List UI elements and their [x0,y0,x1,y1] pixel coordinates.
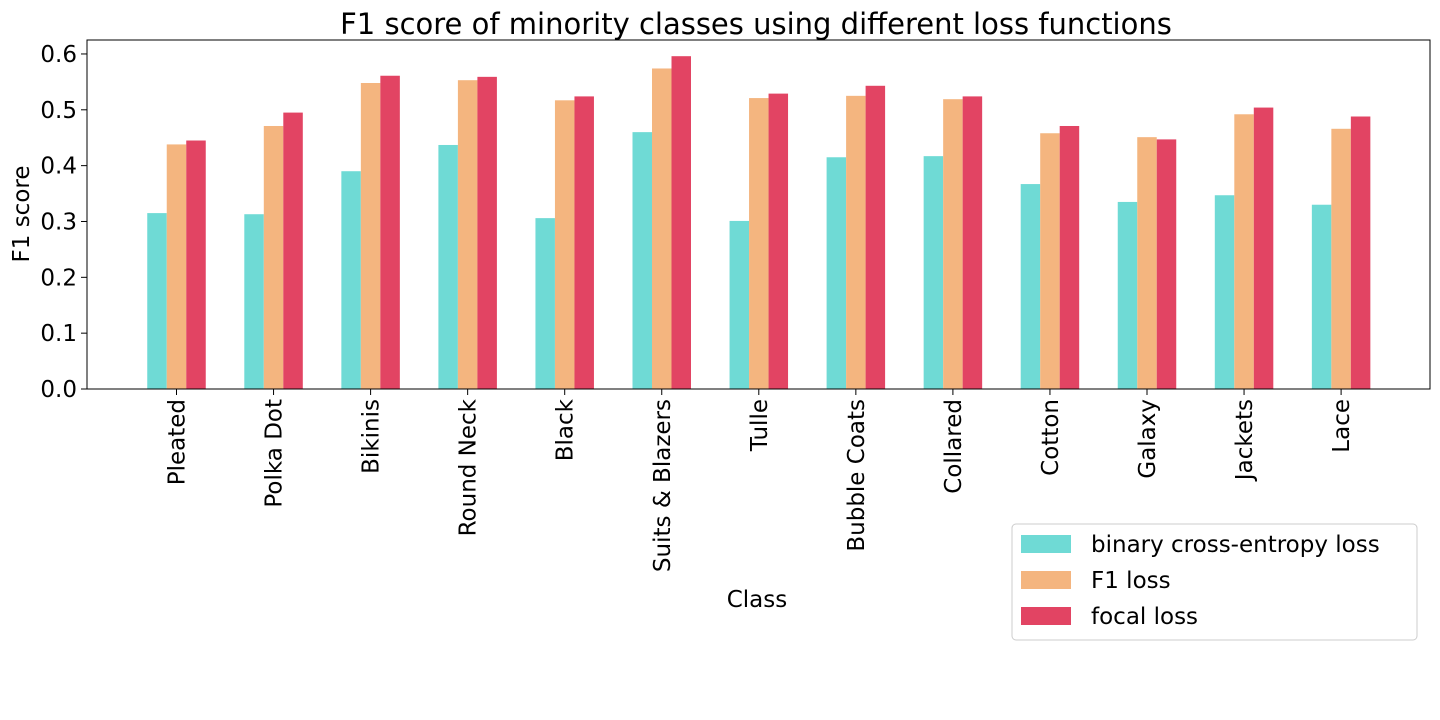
x-tick-label-tulle: Tulle [747,399,773,452]
bar-pleated-binary-cross-entropy-loss [147,213,167,389]
x-tick-label-bubble-coats: Bubble Coats [844,399,870,552]
x-tick-label-pleated: Pleated [165,399,191,485]
legend-swatch-f1-loss [1021,571,1071,589]
bar-bikinis-f1-loss [360,83,381,389]
bar-tulle-f1-loss [749,98,769,389]
bar-bikinis-binary-cross-entropy-loss [341,171,361,389]
y-tick-label: 0.5 [40,98,77,124]
y-axis-label: F1 score [9,166,35,263]
bar-black-f1-loss [554,100,575,389]
bar-pleated-focal-loss [186,140,206,389]
bar-jackets-binary-cross-entropy-loss [1214,195,1235,389]
x-axis: Pleated Polka Dot Bikinis Round Neck Black Su… [165,389,1355,572]
legend: binary cross-entropy loss F1 loss focal lo… [1011,523,1418,641]
bar-bubble-coats-focal-loss [865,85,886,389]
bar-round-neck-binary-cross-entropy-loss [438,144,458,389]
bar-pleated-f1-loss [166,144,187,389]
legend-swatch-focal-loss [1021,607,1071,625]
y-tick-label: 0.3 [40,209,77,235]
y-axis: 0.0 0.1 0.2 0.3 0.4 0.5 0.6 [40,42,87,403]
x-tick-label-suits-blazers: Suits & Blazers [650,399,676,572]
bar-suits-blazers-binary-cross-entropy-loss [632,132,652,389]
bar-galaxy-binary-cross-entropy-loss [1117,201,1138,389]
y-tick-label: 0.0 [40,377,77,403]
bar-bubble-coats-f1-loss [846,95,866,389]
y-tick-label: 0.1 [40,321,77,347]
legend-label-focal-loss: focal loss [1091,604,1198,630]
bar-round-neck-f1-loss [457,80,478,389]
bar-cotton-f1-loss [1040,133,1060,389]
bar-lace-f1-loss [1331,128,1351,390]
x-tick-label-round-neck: Round Neck [456,398,482,536]
bar-polka-dot-focal-loss [283,112,303,389]
bar-galaxy-focal-loss [1156,139,1177,389]
y-tick-label: 0.6 [40,42,77,68]
bar-cotton-focal-loss [1059,125,1080,390]
legend-swatch-binary-cross-entropy-loss [1021,535,1071,553]
bar-lace-focal-loss [1350,116,1371,389]
bar-round-neck-focal-loss [477,76,497,389]
bar-jackets-focal-loss [1253,107,1274,389]
bar-tulle-focal-loss [768,93,789,390]
bar-jackets-f1-loss [1234,114,1254,390]
x-tick-label-jackets: Jackets [1232,399,1258,482]
bar-bubble-coats-binary-cross-entropy-loss [826,157,847,389]
bar-tulle-binary-cross-entropy-loss [729,220,750,389]
bar-black-focal-loss [574,96,594,390]
x-axis-label: Class [727,587,788,613]
x-tick-label-polka-dot: Polka Dot [262,399,288,508]
x-tick-label-cotton: Cotton [1038,399,1064,476]
bar-collared-focal-loss [962,96,983,390]
bar-collared-f1-loss [943,99,963,389]
bars-group [147,56,1371,390]
x-tick-label-lace: Lace [1329,399,1355,453]
bar-polka-dot-f1-loss [263,125,284,390]
legend-box [1011,523,1418,641]
chart-title: F1 score of minority classes using diffe… [340,7,1172,41]
bar-cotton-binary-cross-entropy-loss [1020,184,1041,389]
y-tick-label: 0.2 [40,265,77,291]
bar-suits-blazers-focal-loss [671,56,691,389]
bar-polka-dot-binary-cross-entropy-loss [244,214,264,389]
bar-black-binary-cross-entropy-loss [535,218,555,389]
bar-bikinis-focal-loss [380,75,400,390]
bar-lace-binary-cross-entropy-loss [1311,204,1332,389]
legend-label-f1-loss: F1 loss [1091,568,1171,594]
bar-collared-binary-cross-entropy-loss [923,156,944,389]
bar-suits-blazers-f1-loss [652,68,672,389]
y-tick-label: 0.4 [40,154,77,180]
legend-label-binary-cross-entropy-loss: binary cross-entropy loss [1091,532,1380,558]
bar-galaxy-f1-loss [1137,137,1157,389]
x-tick-label-collared: Collared [941,399,967,494]
x-tick-label-bikinis: Bikinis [359,399,385,474]
x-tick-label-galaxy: Galaxy [1135,399,1161,479]
x-tick-label-black: Black [553,398,579,461]
